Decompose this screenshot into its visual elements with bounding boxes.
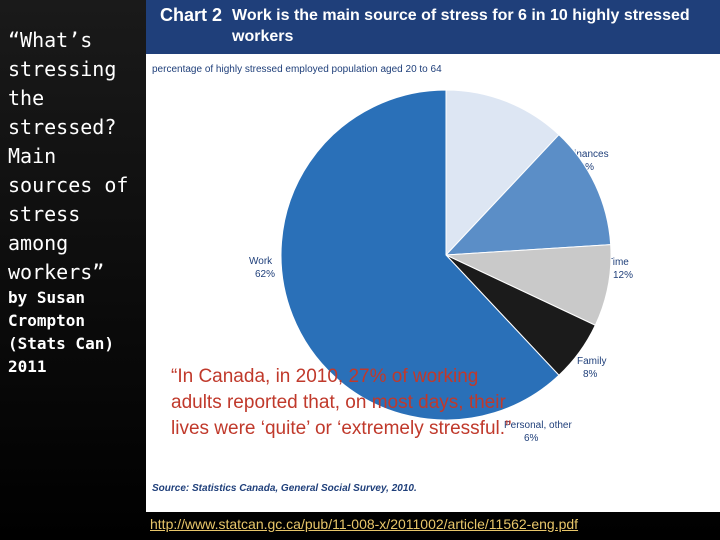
chart-number: Chart 2	[160, 5, 223, 25]
pie-label: Work	[249, 256, 273, 267]
chart-title: Work is the main source of stress for 6 …	[232, 7, 690, 45]
chart-header	[146, 0, 720, 54]
slide-title: “What’s stressing the stressed? Main sou…	[8, 28, 141, 284]
pie-label: Finances	[568, 149, 609, 160]
source-link[interactable]: http://www.statcan.gc.ca/pub/11-008-x/20…	[150, 516, 579, 532]
pie-slice-work	[280, 89, 560, 421]
pie-slice-time	[444, 134, 612, 256]
pie-label: Family	[577, 356, 606, 367]
pie-value-label: 62%	[255, 269, 275, 280]
pie-label: Time	[607, 257, 629, 268]
pie-value-label: 6%	[524, 433, 539, 444]
chart-subtitle: percentage of highly stressed employed p…	[152, 64, 442, 75]
pie-label: Personal, other	[504, 420, 572, 431]
pie-slice-finances	[445, 89, 560, 257]
chart-source: Source: Statistics Canada, General Socia…	[152, 483, 417, 494]
pie-value-label: 12%	[613, 270, 633, 281]
slide-author: by Susan Crompton (Stats Can) 2011	[8, 288, 124, 376]
pie-value-label: 8%	[583, 369, 598, 380]
quote-text: “In Canada, in 2010, 27% of working adul…	[171, 366, 512, 439]
